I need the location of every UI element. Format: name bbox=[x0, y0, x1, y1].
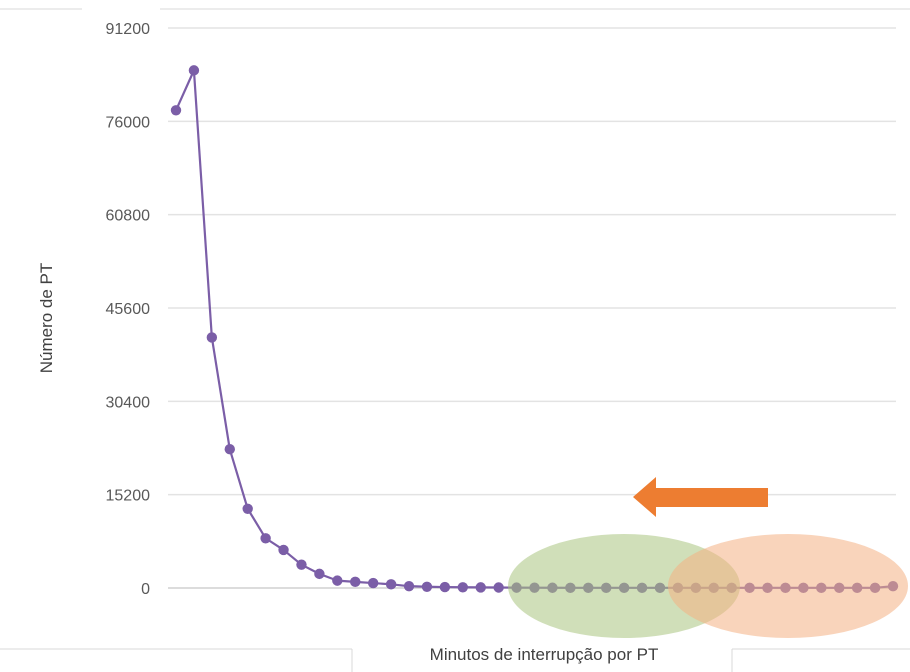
highlight-ellipse bbox=[508, 534, 740, 638]
data-point bbox=[350, 576, 361, 588]
data-point bbox=[421, 581, 433, 592]
highlight-ellipse bbox=[668, 534, 908, 638]
y-tick-label: 60800 bbox=[106, 208, 151, 225]
data-point bbox=[278, 544, 289, 556]
data-point bbox=[296, 559, 307, 570]
y-tick-label: 45600 bbox=[106, 301, 151, 318]
data-point bbox=[314, 568, 325, 580]
data-point bbox=[206, 332, 218, 343]
data-point bbox=[457, 582, 468, 593]
x-axis-title: Minutos de interrupção por PT bbox=[430, 645, 659, 664]
y-tick-label: 30400 bbox=[106, 394, 151, 411]
data-point bbox=[403, 580, 415, 592]
y-tick-label: 15200 bbox=[106, 488, 151, 505]
data-series bbox=[170, 65, 899, 594]
data-point bbox=[475, 582, 486, 593]
data-point bbox=[224, 444, 235, 455]
data-point bbox=[170, 105, 182, 116]
data-point bbox=[439, 581, 451, 593]
y-tick-label: 91200 bbox=[106, 21, 151, 38]
highlight-ellipses bbox=[508, 534, 908, 638]
y-axis-tick-labels: 0 15200 30400 45600 60800 76000 91200 bbox=[106, 21, 151, 598]
data-point bbox=[332, 575, 343, 586]
data-point bbox=[188, 65, 200, 76]
data-point bbox=[367, 577, 379, 589]
y-tick-label: 0 bbox=[141, 581, 150, 598]
y-axis-title: Número de PT bbox=[37, 263, 56, 374]
series-line bbox=[174, 69, 894, 589]
data-point bbox=[493, 582, 504, 593]
y-tick-label: 76000 bbox=[106, 114, 151, 131]
data-point bbox=[242, 503, 253, 514]
data-point bbox=[260, 533, 271, 544]
gridlines bbox=[168, 27, 896, 589]
left-arrow-icon bbox=[633, 477, 768, 517]
annotation-layer bbox=[633, 477, 768, 517]
data-point bbox=[385, 579, 397, 590]
